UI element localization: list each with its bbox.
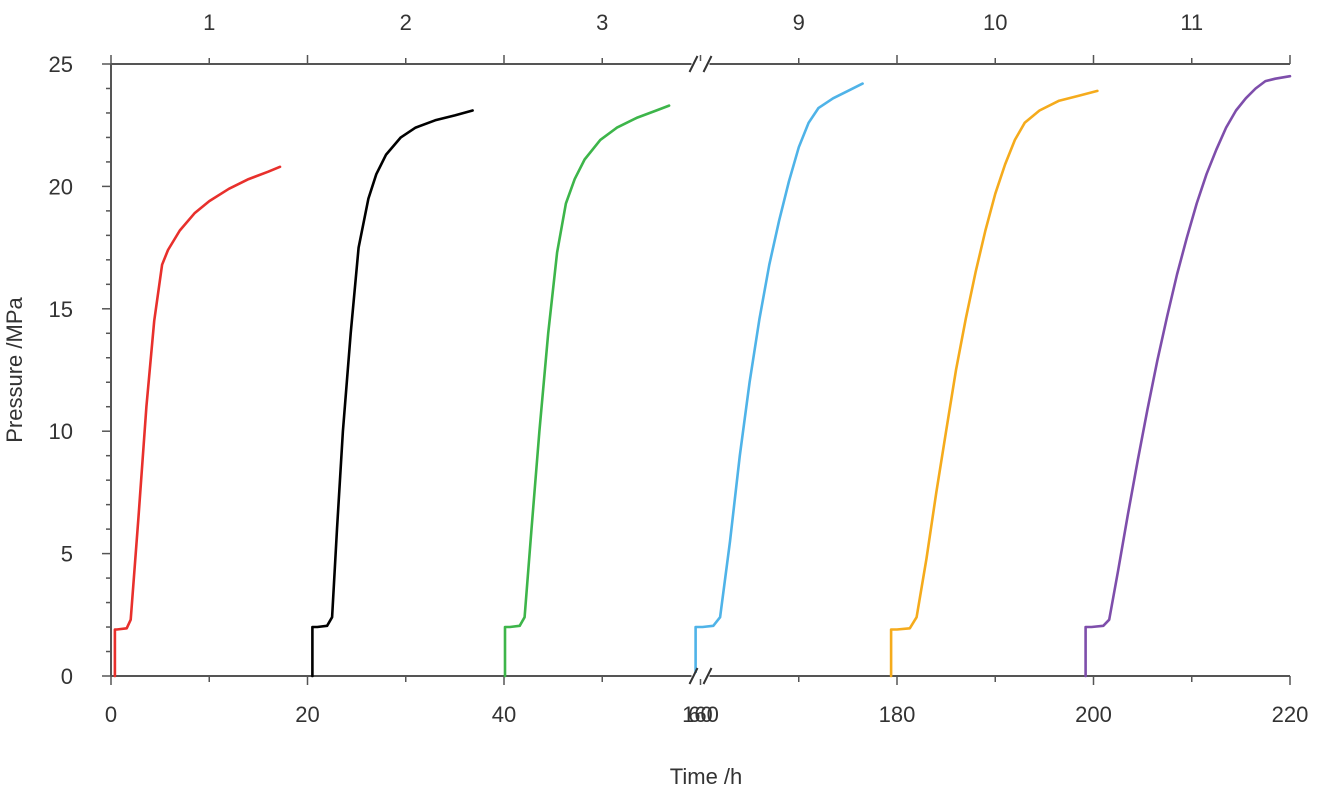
series-layer [113,74,1292,678]
bottom-break-marker [688,667,713,685]
run-label: 2 [400,10,412,35]
y-ticks [102,63,111,677]
x-axis-title: Time /h [670,764,743,789]
x-tick-label: 180 [879,702,916,727]
axes [102,55,1291,685]
x-tick-label: 20 [295,702,319,727]
y-tick-label: 20 [49,174,73,199]
run-label: 9 [793,10,805,35]
x-ticks [110,676,1291,685]
series-line-run-1 [113,165,282,678]
x-tick-label: 40 [492,702,516,727]
run-label: 1 [203,10,215,35]
x-tick-label: 60 [688,702,712,727]
break-gap [691,61,710,67]
top-ticks [110,55,1291,64]
y-tick-label: 15 [49,297,73,322]
run-label: 11 [1180,10,1203,35]
y-axis-title: Pressure /MPa [2,296,27,442]
x-tick-label: 160 [682,702,719,727]
top-break-marker [688,55,713,73]
series-line-run-2 [311,109,474,678]
series-line-run-11 [1084,74,1292,678]
axis-break-markers [688,55,713,685]
break-gap [691,673,710,679]
series-line-run-3 [503,104,671,678]
series-line-run-10 [889,89,1099,678]
x-tick-label: 220 [1272,702,1309,727]
y-tick-label: 10 [49,419,73,444]
y-tick-label: 25 [49,52,73,77]
run-label: 3 [596,10,608,35]
x-tick-label: 0 [105,702,117,727]
run-label: 10 [983,10,1007,35]
y-tick-label: 5 [61,542,73,567]
y-tick-label: 0 [61,664,73,689]
series-line-run-9 [694,82,864,678]
x-tick-label: 200 [1075,702,1112,727]
